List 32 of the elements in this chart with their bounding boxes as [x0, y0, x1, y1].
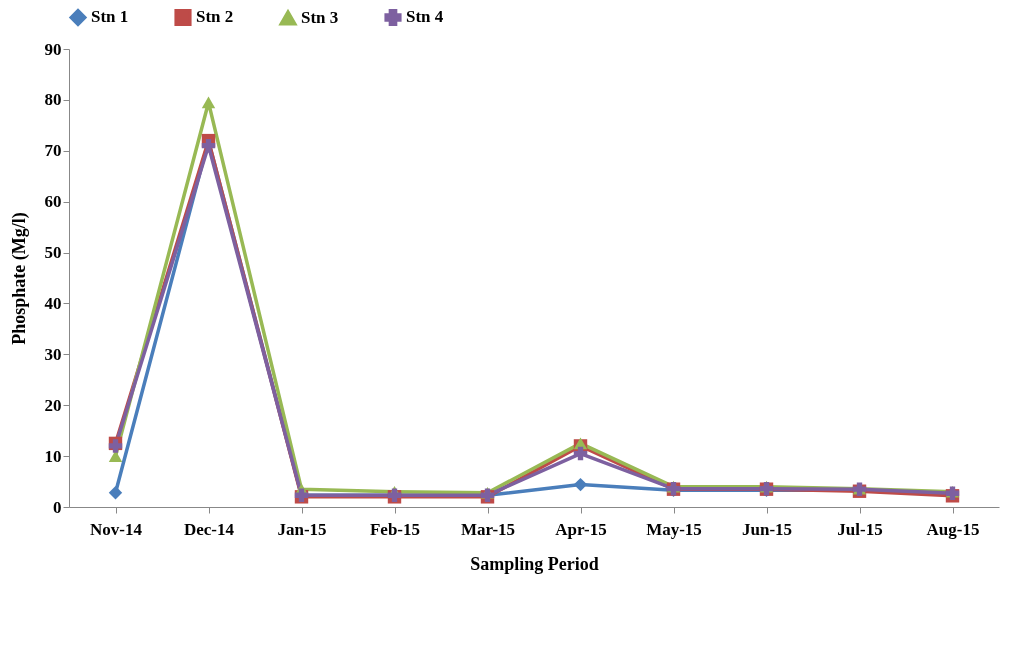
x-tick-label: May-15: [646, 519, 702, 539]
point: [201, 96, 216, 109]
y-tick-label: 60: [44, 192, 62, 212]
point: [108, 486, 123, 500]
y-tick-label: 90: [44, 39, 62, 59]
legend-label: Stn 4: [406, 7, 444, 27]
point: [573, 477, 588, 492]
x-tick-label: Mar-15: [460, 519, 516, 539]
x-tick-label: Feb-15: [369, 519, 421, 539]
x-tick-label: Jul-15: [837, 519, 883, 539]
x-tick-label: Nov-14: [90, 519, 143, 539]
point: [201, 138, 216, 153]
y-tick-label: 40: [44, 293, 62, 313]
x-tick-label: Apr-15: [555, 519, 607, 539]
y-tick-label: 20: [44, 395, 62, 415]
legend-label: Stn 1: [91, 7, 129, 27]
y-tick-label: 30: [44, 344, 62, 364]
x-tick-label: Aug-15: [926, 519, 980, 539]
legend-label: Stn 2: [196, 7, 234, 27]
y-tick-label: 10: [44, 446, 62, 466]
y-tick-label: 50: [44, 243, 62, 263]
x-tick-label: Jan-15: [277, 519, 327, 539]
point: [573, 446, 588, 461]
y-tick-label: 0: [53, 497, 62, 517]
y-tick-label: 80: [44, 90, 62, 110]
x-tick-label: Dec-14: [183, 519, 235, 539]
x-axis-title: Sampling Period: [470, 553, 599, 574]
point: [108, 450, 123, 462]
y-axis-title: Phosphate (Mg/l): [8, 212, 30, 345]
y-tick-label: 70: [44, 141, 62, 161]
legend-label: Stn 3: [301, 7, 339, 27]
x-tick-label: Jun-15: [741, 519, 793, 539]
